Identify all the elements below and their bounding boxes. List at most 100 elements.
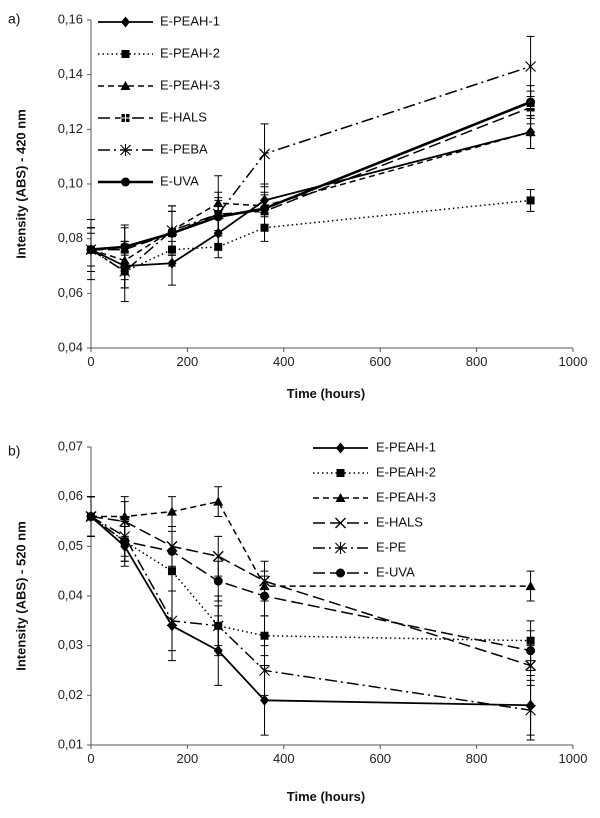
e-peah-3-point	[525, 581, 536, 591]
e-uva-line	[90, 515, 531, 652]
e-uva-point	[526, 97, 536, 107]
legend-e-peah-1-point	[336, 442, 345, 454]
e-uva-point	[120, 242, 130, 252]
e-peah-3-point	[525, 127, 536, 137]
legend-item-e-hals: E-HALS	[98, 109, 207, 124]
x-tick-label: 600	[369, 354, 391, 369]
e-peah-3-line	[91, 500, 531, 587]
panel-label: a)	[8, 11, 20, 27]
legend-e-peah-2-point	[336, 469, 345, 477]
legend-label: E-HALS	[160, 109, 207, 124]
x-tick-label: 600	[369, 751, 391, 766]
x-tick-label: 0	[87, 751, 94, 766]
y-axis-title: Intensity (ABS) - 420 nm	[13, 109, 28, 259]
legend-e-hals-point	[335, 517, 346, 529]
e-peah-2-line	[90, 515, 531, 642]
legend-item-e-peah-2: E-PEAH-2	[98, 45, 220, 60]
legend-item-e-peah-3: E-PEAH-3	[98, 77, 220, 92]
series-e-peah-3	[86, 115, 536, 281]
y-tick-label: 0,04	[58, 339, 83, 354]
e-hals-line	[90, 515, 531, 667]
legend-e-pe-point	[335, 542, 346, 554]
x-tick-label: 1000	[559, 751, 588, 766]
x-axis-title: Time (hours)	[287, 789, 366, 804]
legend-label: E-PEAH-3	[160, 77, 220, 92]
series-e-peah-2	[87, 496, 535, 662]
e-peba-point	[259, 147, 270, 160]
x-tick-label: 400	[273, 354, 295, 369]
x-tick-label: 800	[466, 354, 488, 369]
e-uva-point	[120, 536, 130, 546]
x-axis-title: Time (hours)	[287, 386, 366, 401]
e-uva-point	[213, 576, 223, 586]
legend-label: E-PEAH-3	[376, 489, 436, 504]
y-tick-label: 0,14	[58, 66, 83, 81]
legend-e-hals-point	[120, 113, 131, 123]
legend-label: E-PEBA	[160, 141, 208, 156]
legend-item-e-hals: E-HALS	[313, 514, 423, 529]
e-peah-1-line	[90, 131, 531, 267]
y-tick-label: 0,08	[58, 230, 83, 245]
legend-label: E-UVA	[160, 173, 199, 188]
e-uva-point	[86, 245, 96, 255]
e-uva-line	[90, 100, 532, 251]
y-tick-label: 0,07	[58, 438, 83, 453]
panel-label: b)	[8, 443, 20, 459]
legend-label: E-PEAH-1	[160, 13, 220, 28]
series-e-peah-3	[86, 486, 536, 602]
e-peah-2-point	[526, 196, 535, 205]
e-pe-point	[259, 664, 270, 677]
y-tick-label: 0,06	[58, 488, 83, 503]
e-uva-point	[260, 591, 270, 601]
legend-e-uva-point	[121, 177, 130, 187]
e-peah-1-line	[90, 515, 531, 707]
legend-e-hals-point-cross	[120, 113, 131, 123]
legend-item-e-pe: E-PE	[313, 539, 407, 554]
e-peba-point	[525, 60, 536, 73]
e-hals-point	[212, 550, 224, 562]
y-tick-label: 0,16	[58, 11, 83, 26]
e-uva-point	[86, 512, 96, 522]
e-peba-line	[90, 65, 531, 273]
y-tick-label: 0,05	[58, 538, 83, 553]
e-peah-3-point	[213, 496, 224, 506]
legend-item-e-peba: E-PEBA	[98, 141, 208, 156]
legend-e-uva-point	[336, 568, 345, 578]
y-tick-label: 0,03	[58, 637, 83, 652]
series-e-peah-1	[86, 496, 536, 736]
y-tick-label: 0,04	[58, 587, 83, 602]
legend-e-peah-3-point	[120, 81, 131, 90]
e-peah-2-point	[214, 242, 223, 251]
e-pe-point	[212, 619, 224, 632]
chart-panel-b: b) 0,01 0,02 0,03 0,04 0,05 0,06 0,07 0 200 400 600…	[8, 438, 587, 804]
x-tick-label: 800	[466, 751, 488, 766]
series-e-uva	[86, 496, 536, 671]
chart-panel-a: a) 0,04 0,06 0,08 0,10 0,12 0,14 0,16 0 200 400 600…	[8, 11, 587, 401]
e-uva-point	[260, 204, 270, 214]
x-tick-label: 400	[273, 751, 295, 766]
y-tick-label: 0,12	[58, 121, 83, 136]
e-peah-3-point	[166, 506, 177, 516]
e-pe-point	[166, 614, 178, 627]
series-e-hals	[86, 90, 536, 272]
y-axis-title: Intensity (ABS) - 520 nm	[13, 521, 28, 671]
legend-e-peah-3-point	[335, 493, 346, 502]
legend-item-e-peah-2: E-PEAH-2	[313, 464, 436, 479]
series-e-hals	[85, 496, 537, 686]
x-tick-label: 200	[177, 751, 199, 766]
legend-label: E-PEAH-2	[160, 45, 220, 60]
y-tick-label: 0,02	[58, 687, 83, 702]
e-peah-1-point	[260, 694, 270, 706]
e-pe-point	[525, 704, 536, 717]
legend-e-peah-1-point	[121, 16, 130, 28]
series-e-peba	[85, 35, 536, 303]
x-tick-label: 0	[87, 354, 94, 369]
legend-label: E-HALS	[376, 514, 423, 529]
e-peah-2-point	[260, 631, 269, 640]
series-e-peah-1	[86, 115, 536, 289]
legend-label: E-PE	[376, 539, 407, 554]
legend-label: E-PEAH-2	[376, 464, 436, 479]
legend-item-e-peah-3: E-PEAH-3	[313, 489, 436, 504]
x-tick-label: 200	[177, 354, 199, 369]
